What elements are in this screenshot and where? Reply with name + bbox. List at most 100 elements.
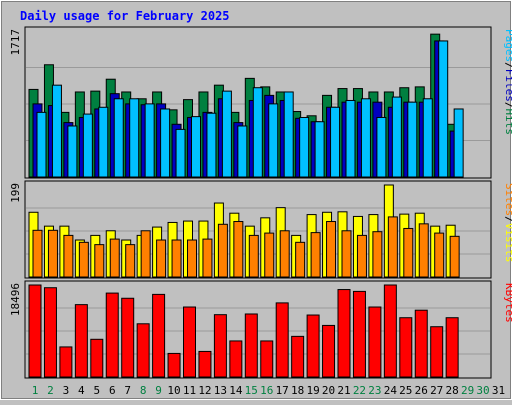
bar-pages-20 bbox=[330, 106, 341, 178]
bar-kbytes-25 bbox=[399, 317, 413, 378]
bar-pages-14 bbox=[237, 125, 248, 178]
bar-sites-4 bbox=[78, 241, 89, 278]
y-max-label: 199 bbox=[9, 183, 22, 203]
bar-pages-28 bbox=[453, 108, 464, 178]
x-tick-label: 21 bbox=[337, 384, 350, 397]
bar-kbytes-15 bbox=[244, 313, 258, 378]
bar-pages-15 bbox=[252, 87, 263, 178]
x-tick-label: 26 bbox=[415, 384, 428, 397]
bar-kbytes-8 bbox=[136, 323, 150, 378]
x-tick-label: 5 bbox=[93, 384, 100, 397]
series-kbytes bbox=[28, 284, 459, 378]
bar-kbytes-20 bbox=[322, 324, 336, 378]
bar-kbytes-6 bbox=[105, 292, 119, 378]
bar-kbytes-2 bbox=[43, 287, 57, 378]
x-tick-label: 2 bbox=[47, 384, 54, 397]
x-tick-label: 28 bbox=[446, 384, 459, 397]
bar-sites-10 bbox=[171, 239, 182, 278]
bar-pages-12 bbox=[206, 112, 217, 178]
x-tick-label: 31 bbox=[492, 384, 505, 397]
x-tick-label: 6 bbox=[109, 384, 116, 397]
bar-pages-21 bbox=[345, 99, 356, 178]
chart-panels: 1717Pages/Files/Hits199Sites/Visits18496… bbox=[9, 26, 512, 379]
bar-kbytes-19 bbox=[306, 314, 320, 378]
bar-kbytes-27 bbox=[430, 326, 444, 378]
bar-kbytes-11 bbox=[183, 306, 196, 378]
x-tick-label: 18 bbox=[291, 384, 304, 397]
bar-sites-23 bbox=[372, 231, 383, 278]
bar-pages-9 bbox=[160, 108, 171, 178]
bar-pages-1 bbox=[36, 111, 47, 178]
bar-sites-25 bbox=[403, 227, 414, 278]
bar-kbytes-26 bbox=[414, 309, 428, 378]
x-tick-label: 16 bbox=[260, 384, 273, 397]
bar-sites-16 bbox=[264, 232, 275, 278]
legend-entry: / bbox=[503, 102, 512, 109]
x-tick-label: 29 bbox=[461, 384, 474, 397]
bar-kbytes-10 bbox=[167, 352, 181, 378]
bar-pages-19 bbox=[314, 121, 325, 178]
x-tick-label: 27 bbox=[430, 384, 443, 397]
x-tick-label: 17 bbox=[276, 384, 289, 397]
x-tick-label: 1 bbox=[32, 384, 39, 397]
x-tick-label: 9 bbox=[155, 384, 162, 397]
panel-legend: KBytes bbox=[503, 283, 512, 323]
x-tick-label: 12 bbox=[198, 384, 211, 397]
legend-entry: Files bbox=[503, 69, 512, 102]
legend-entry: / bbox=[503, 216, 512, 223]
bar-kbytes-13 bbox=[213, 314, 227, 378]
x-tick-label: 22 bbox=[353, 384, 366, 397]
bar-kbytes-22 bbox=[352, 290, 366, 378]
bar-pages-8 bbox=[144, 103, 155, 178]
x-tick-label: 4 bbox=[78, 384, 85, 397]
bar-sites-8 bbox=[140, 230, 151, 278]
bar-sites-19 bbox=[310, 232, 321, 278]
bar-sites-12 bbox=[202, 238, 213, 278]
bar-pages-23 bbox=[376, 116, 387, 178]
bar-pages-3 bbox=[67, 125, 78, 178]
x-tick-label: 30 bbox=[476, 384, 489, 397]
x-tick-label: 13 bbox=[214, 384, 227, 397]
frame-border-dark bbox=[1, 1, 511, 399]
bar-pages-7 bbox=[129, 98, 140, 178]
bar-pages-13 bbox=[221, 90, 232, 178]
bar-kbytes-23 bbox=[368, 306, 382, 378]
y-max-label: 1717 bbox=[9, 29, 22, 56]
bar-sites-15 bbox=[248, 234, 259, 278]
bar-sites-22 bbox=[356, 234, 367, 278]
series-sites bbox=[32, 216, 460, 278]
bar-sites-27 bbox=[434, 232, 445, 278]
x-tick-label: 20 bbox=[322, 384, 335, 397]
bar-sites-5 bbox=[94, 244, 105, 278]
bar-pages-6 bbox=[113, 98, 124, 178]
series-pages bbox=[36, 40, 464, 178]
bar-pages-16 bbox=[268, 103, 279, 178]
chart-title: Daily usage for February 2025 bbox=[20, 9, 230, 23]
bar-kbytes-5 bbox=[90, 338, 104, 378]
bar-sites-28 bbox=[449, 235, 460, 278]
panel-visits-sites: 199 Sites/Visits bbox=[9, 180, 512, 279]
bar-sites-7 bbox=[125, 244, 136, 278]
legend-entry: / bbox=[503, 62, 512, 69]
x-tick-label: 7 bbox=[124, 384, 131, 397]
bar-sites-14 bbox=[233, 221, 244, 278]
bar-pages-10 bbox=[175, 128, 186, 178]
bar-kbytes-21 bbox=[337, 289, 351, 378]
bar-kbytes-28 bbox=[445, 317, 459, 378]
bar-sites-3 bbox=[63, 234, 74, 278]
bar-sites-11 bbox=[187, 239, 197, 278]
bar-sites-26 bbox=[418, 223, 429, 278]
x-tick-label: 8 bbox=[140, 384, 147, 397]
bar-pages-4 bbox=[82, 113, 93, 178]
x-tick-label: 15 bbox=[245, 384, 258, 397]
bar-kbytes-4 bbox=[74, 304, 88, 378]
bar-kbytes-9 bbox=[152, 293, 166, 378]
bar-kbytes-1 bbox=[28, 284, 42, 378]
bar-pages-2 bbox=[51, 84, 62, 178]
x-axis-labels: 1 2 3 4 5 6 7 8 9 10 11 12 13 14 15 16 17 18 19 20 21 22 23 24 2… bbox=[32, 384, 505, 397]
bar-pages-5 bbox=[98, 106, 109, 178]
bar-kbytes-24 bbox=[383, 284, 397, 378]
legend-entry: Hits bbox=[503, 109, 512, 136]
bar-kbytes-7 bbox=[121, 297, 135, 378]
